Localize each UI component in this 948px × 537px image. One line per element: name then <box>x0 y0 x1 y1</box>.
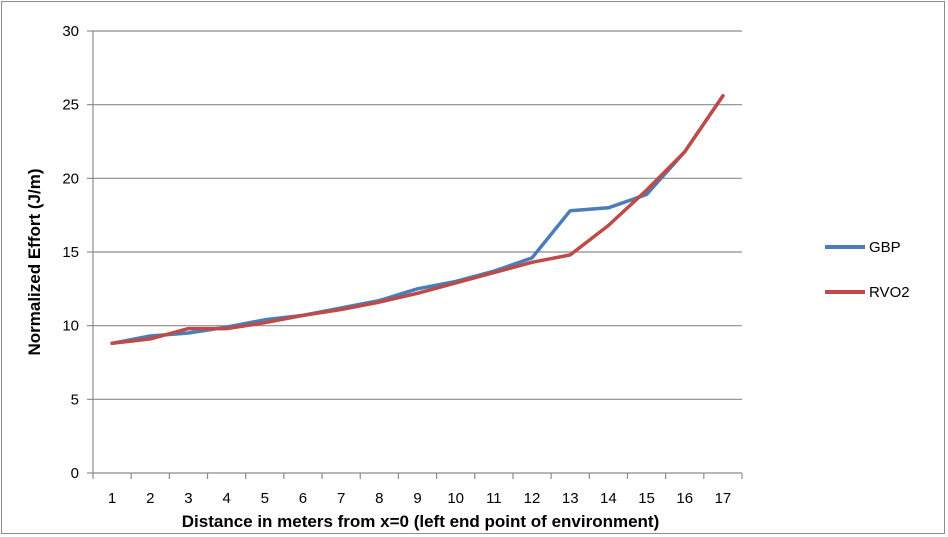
x-tick-label: 3 <box>184 490 192 507</box>
legend-item-rvo2: RVO2 <box>825 284 910 301</box>
series-lines <box>110 94 725 346</box>
x-tick-label: 6 <box>299 490 307 507</box>
y-tick-labels: 0 5 10 15 20 25 30 <box>62 23 79 482</box>
series-line-gbp <box>110 94 725 346</box>
legend-label-rvo2: RVO2 <box>869 284 910 301</box>
x-tick-label: 11 <box>486 490 502 507</box>
legend-item-gbp: GBP <box>825 239 901 256</box>
y-tick-label: 5 <box>71 391 79 408</box>
x-tick-label: 14 <box>600 490 617 507</box>
x-tick-label: 8 <box>375 490 383 507</box>
legend: GBP RVO2 <box>825 239 910 301</box>
series-line-rvo2 <box>110 94 725 346</box>
x-tick-label: 15 <box>638 490 655 507</box>
x-tick-label: 2 <box>146 490 154 507</box>
x-axis-title: Distance in meters from x=0 (left end po… <box>182 512 660 531</box>
x-tick-label: 5 <box>261 490 269 507</box>
x-tick-label: 16 <box>676 490 693 507</box>
x-tick-label: 9 <box>413 490 421 507</box>
y-tick-label: 15 <box>62 244 79 261</box>
x-tick-label: 7 <box>337 490 345 507</box>
y-axis-title: Normalized Effort (J/m) <box>25 168 44 355</box>
x-tick-labels: 1 2 3 4 5 6 7 8 9 10 11 12 13 14 15 16 17 <box>108 490 731 507</box>
gridlines <box>87 30 743 479</box>
y-tick-label: 20 <box>62 170 79 187</box>
x-tick-label: 12 <box>524 490 541 507</box>
x-tick-label: 4 <box>222 490 230 507</box>
x-tick-label: 13 <box>562 490 579 507</box>
y-tick-label: 10 <box>62 318 79 335</box>
legend-label-gbp: GBP <box>869 239 901 256</box>
y-tick-label: 30 <box>62 23 79 40</box>
axes <box>92 31 742 474</box>
x-tick-label: 1 <box>108 490 116 507</box>
y-tick-label: 0 <box>71 465 79 482</box>
x-tick-label: 10 <box>447 490 464 507</box>
x-tick-label: 17 <box>715 490 732 507</box>
y-tick-label: 25 <box>62 97 79 114</box>
